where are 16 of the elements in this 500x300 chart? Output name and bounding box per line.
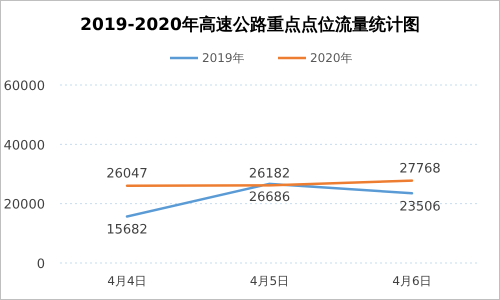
data-label: 15682 xyxy=(106,222,148,238)
x-tick-label: 4月6日 xyxy=(392,274,432,288)
data-label: 27768 xyxy=(399,162,441,177)
data-label: 26182 xyxy=(248,166,290,182)
y-tick-label: 20000 xyxy=(4,198,45,213)
chart-title: 2019-2020年高速公路重点点位流量统计图 xyxy=(80,15,420,35)
x-tick-label: 4月4日 xyxy=(107,274,147,288)
legend-label: 2020年 xyxy=(310,51,353,65)
legend-label: 2019年 xyxy=(202,51,245,65)
data-label: 26686 xyxy=(248,190,290,205)
y-tick-label: 40000 xyxy=(4,138,45,154)
y-tick-label: 60000 xyxy=(4,79,45,94)
data-label: 26047 xyxy=(106,166,148,182)
x-tick-label: 4月5日 xyxy=(250,274,290,288)
data-label: 23506 xyxy=(399,199,441,214)
y-tick-label: 0 xyxy=(36,257,45,272)
